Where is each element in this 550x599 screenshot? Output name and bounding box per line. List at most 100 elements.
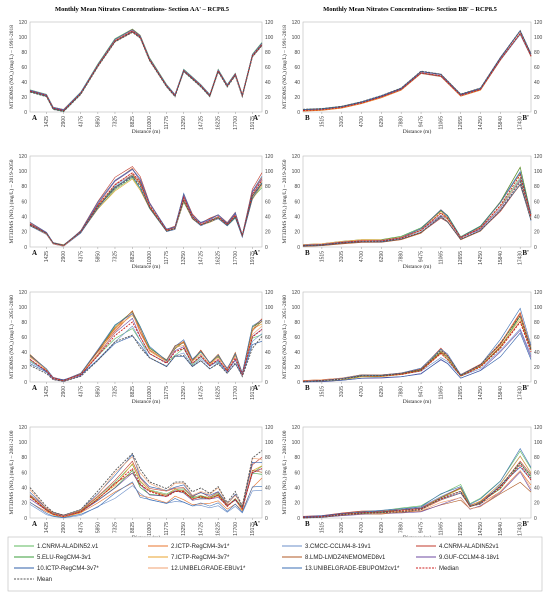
- legend-label: 10.ICTP-RegCM4-3v7*: [37, 566, 99, 572]
- x-axis-label: Distance (m): [132, 398, 161, 405]
- plot-frame: [302, 291, 532, 383]
- y-tick-left: 40: [21, 350, 27, 356]
- plot-frame: [29, 21, 263, 113]
- series-line-3: [302, 33, 532, 111]
- x-tick-label: 10300: [147, 386, 153, 400]
- y-tick-right: 80: [265, 50, 271, 56]
- x-tick-label: 17700: [233, 386, 239, 400]
- y-tick-right: 100: [534, 440, 543, 446]
- y-tick-right: 100: [265, 35, 274, 41]
- y-tick-right: 60: [534, 65, 540, 71]
- y-tick-left: 100: [19, 169, 28, 175]
- x-tick-label: 8825: [130, 251, 136, 262]
- y-tick-left: 100: [292, 305, 301, 311]
- x-tick-label: 4375: [78, 386, 84, 397]
- y-tick-right: 120: [534, 425, 543, 431]
- y-tick-left: 60: [294, 199, 300, 205]
- x-axis-label: Distance (m): [403, 263, 432, 270]
- x-tick-label: 19175: [250, 251, 256, 265]
- series-line-9: [29, 453, 263, 516]
- panel-aa-1: 0 0 20 20 40 40 60 60 80 80 100 100 120 120 MT3DMS (NO…: [8, 20, 274, 135]
- series-line-10: [29, 456, 263, 517]
- series-line-7: [29, 174, 263, 247]
- panel-bb-4: 0 0 20 20 40 40 60 60 80 80 100 100 120 120 MT3DMS (NO…: [281, 425, 543, 541]
- x-tick-label: 10300: [147, 522, 153, 536]
- x-tick-label: 6290: [379, 116, 385, 127]
- y-tick-left: 60: [21, 199, 27, 205]
- series-line-9: [29, 175, 263, 247]
- x-tick-label: 4700: [359, 251, 365, 262]
- panel-aa-3: 0 0 20 20 40 40 60 60 80 80 100 100 120 120 MT3DMS (NO…: [8, 290, 274, 405]
- x-tick-label: 10300: [147, 116, 153, 130]
- y-tick-right: 0: [534, 110, 537, 116]
- y-tick-left: 60: [21, 470, 27, 476]
- x-tick-label: 5850: [95, 116, 101, 127]
- series-line-5: [302, 166, 532, 245]
- y-tick-left: 80: [294, 184, 300, 190]
- x-tick-label: 1425: [44, 251, 50, 262]
- series-line-3: [29, 30, 263, 112]
- x-tick-label: 7880: [399, 116, 405, 127]
- series-line-12: [302, 32, 532, 111]
- x-tick-label: 2900: [61, 251, 67, 262]
- y-tick-right: 80: [265, 455, 271, 461]
- series-line-12: [29, 30, 263, 111]
- y-tick-left: 0: [297, 380, 300, 386]
- series-line-12: [29, 467, 263, 517]
- series-line-12: [302, 173, 532, 246]
- y-axis-label: MT3DMS (NO₃) (mg/L) – 1991-2018: [8, 25, 15, 109]
- x-tick-label: 17700: [233, 251, 239, 265]
- panel-bb-2: 0 0 20 20 40 40 60 60 80 80 100 100 120 120 MT3DMS (NO…: [281, 154, 543, 270]
- series-line-9: [29, 31, 263, 112]
- series-line-13: [29, 31, 263, 113]
- series-line-6: [302, 33, 532, 112]
- series-line-7: [29, 28, 263, 111]
- section-start-label: A: [32, 384, 37, 392]
- y-tick-left: 120: [19, 290, 28, 296]
- y-tick-left: 20: [294, 230, 300, 236]
- x-tick-label: 7325: [112, 116, 118, 127]
- x-tick-label: 9475: [419, 522, 425, 533]
- y-tick-right: 100: [534, 305, 543, 311]
- x-tick-label: 19175: [250, 522, 256, 536]
- x-tick-label: 15840: [498, 116, 504, 130]
- section-start-label: B: [305, 384, 310, 392]
- x-tick-label: 16225: [216, 386, 222, 400]
- y-tick-left: 20: [294, 501, 300, 507]
- panel-aa-4: 0 0 20 20 40 40 60 60 80 80 100 100 120 120 MT3DMS (NO…: [8, 425, 274, 541]
- x-tick-label: 14250: [478, 116, 484, 130]
- x-tick-label: 11065: [438, 251, 444, 265]
- x-tick-label: 3105: [339, 116, 345, 127]
- series-line-5: [302, 30, 532, 110]
- x-tick-label: 16225: [216, 251, 222, 265]
- x-tick-label: 8825: [130, 522, 136, 533]
- x-tick-label: 7880: [399, 522, 405, 533]
- x-tick-label: 8825: [130, 386, 136, 397]
- series-line-3: [302, 328, 532, 381]
- x-tick-label: 14725: [198, 386, 204, 400]
- y-tick-right: 120: [265, 154, 274, 160]
- y-tick-right: 0: [265, 380, 268, 386]
- plot-frame: [29, 426, 263, 519]
- x-tick-label: 11775: [164, 522, 170, 536]
- y-tick-left: 100: [19, 35, 28, 41]
- x-tick-label: 5850: [95, 251, 101, 262]
- x-tick-label: 13250: [181, 522, 187, 536]
- y-tick-right: 100: [265, 440, 274, 446]
- y-tick-right: 100: [534, 35, 543, 41]
- y-tick-left: 120: [292, 425, 301, 431]
- series-line-12: [29, 321, 263, 381]
- y-tick-right: 80: [534, 320, 540, 326]
- series-line-13: [302, 314, 532, 383]
- y-tick-left: 80: [21, 455, 27, 461]
- y-tick-right: 0: [534, 516, 537, 522]
- y-tick-left: 80: [21, 184, 27, 190]
- x-tick-label: 19175: [250, 116, 256, 130]
- y-tick-right: 60: [265, 470, 271, 476]
- section-start-label: A: [32, 114, 37, 122]
- x-tick-label: 12655: [458, 116, 464, 130]
- legend-label: 2.ICTP-RegCM4-3v1*: [171, 544, 230, 550]
- x-tick-label: 5850: [95, 522, 101, 533]
- x-tick-label: 1425: [44, 522, 50, 533]
